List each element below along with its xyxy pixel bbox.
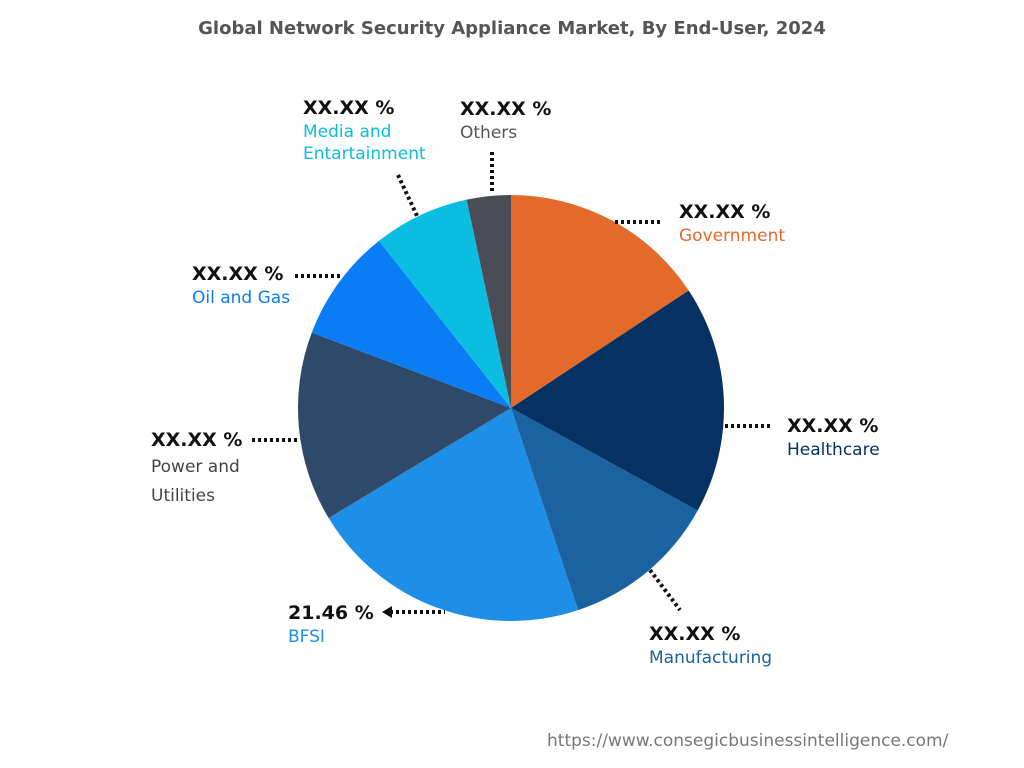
slice-oil-and-gas: [311, 240, 511, 408]
label-others: XX.XX % Others: [460, 98, 552, 143]
leader-manufacturing: [648, 568, 682, 612]
slice-others: [466, 195, 511, 408]
label-manufacturing: XX.XX % Manufacturing: [649, 623, 773, 668]
slice-healthcare: [511, 290, 724, 511]
chart-title: Global Network Security Appliance Market…: [198, 18, 826, 39]
label-oil: XX.XX % Oil and Gas: [192, 263, 291, 308]
slice-power-and-utilities: [298, 332, 511, 519]
label-media: XX.XX % Media and Entartainment: [303, 97, 426, 164]
slice-government: [511, 195, 689, 408]
slice-bfsi: [328, 408, 579, 621]
label-bfsi: 21.46 % BFSI: [288, 602, 374, 647]
slice-manufacturing: [511, 408, 698, 611]
label-government: XX.XX % Government: [679, 201, 786, 246]
leader-media: [396, 174, 420, 219]
label-power: XX.XX % Power and Utilities: [151, 429, 243, 506]
slice-media-and-entartainment: [378, 199, 511, 408]
bfsi-arrowhead: [382, 606, 392, 618]
label-healthcare: XX.XX % Healthcare: [787, 415, 880, 460]
source-url[interactable]: https://www.consegicbusinessintelligence…: [547, 731, 949, 751]
